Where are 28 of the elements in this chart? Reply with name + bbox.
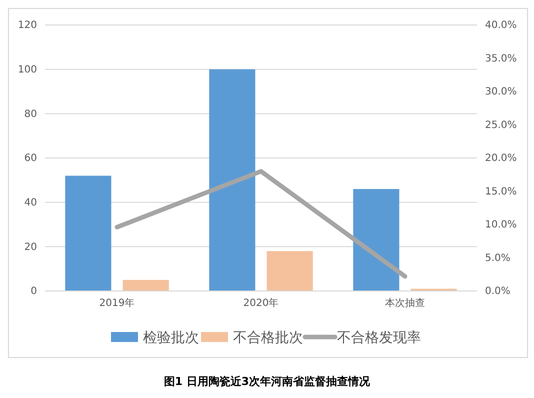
y2-tick-label: 0.0% [485,286,510,298]
x-tick-label: 2020年 [243,297,279,310]
legend-label: 不合格发现率 [337,330,421,346]
y-tick-label: 60 [24,153,37,164]
y2-tick-label: 20.0% [485,153,517,164]
x-tick-label: 2019年 [99,297,135,310]
y2-tick-label: 15.0% [485,186,517,198]
y2-tick-label: 10.0% [485,220,517,231]
bar [266,251,313,291]
x-tick-label: 本次抽查 [385,297,425,310]
y-tick-label: 80 [24,108,37,120]
y-tick-label: 0 [30,286,37,298]
y-tick-label: 40 [24,198,37,209]
bar [65,176,112,291]
y2-tick-label: 35.0% [485,53,517,64]
legend-label: 不合格批次 [233,330,303,346]
y-tick-label: 100 [18,64,37,76]
y2-tick-label: 30.0% [485,86,517,98]
bar [209,69,256,291]
bar [353,189,400,291]
y-tick-label: 120 [18,20,37,32]
y2-tick-label: 25.0% [485,120,517,131]
legend-label: 检验批次 [143,330,199,346]
y2-tick-label: 5.0% [485,252,510,264]
y-tick-label: 20 [24,242,37,253]
y2-tick-label: 40.0% [485,20,517,32]
bar [122,280,169,291]
caption: 图1 日用陶瓷近3次年河南省监督抽查情况 [164,375,372,388]
